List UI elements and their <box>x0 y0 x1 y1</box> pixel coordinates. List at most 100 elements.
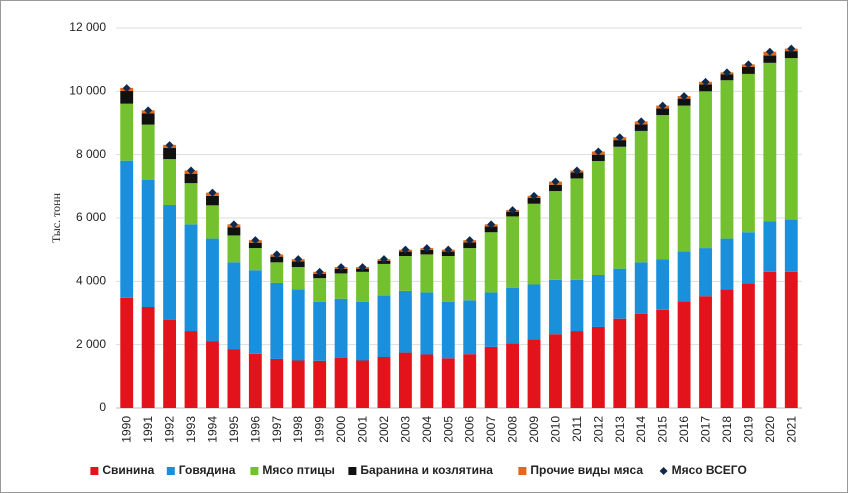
bar-segment <box>184 183 198 225</box>
total-marker <box>615 133 624 142</box>
bar-segment <box>163 148 177 160</box>
legend-label: Мясо птицы <box>262 463 334 477</box>
y-tick-label: 10 000 <box>69 84 106 98</box>
bar-segment <box>656 309 670 408</box>
bar-segment <box>227 349 241 408</box>
bar-segment <box>227 262 241 350</box>
x-tick-label: 2011 <box>570 416 584 442</box>
bar-segment <box>591 154 605 161</box>
legend-label: Баранина и козлятина <box>360 463 493 477</box>
bar-segment <box>141 124 155 180</box>
x-tick-label: 2005 <box>441 416 455 443</box>
bar-segment <box>398 251 412 256</box>
total-marker <box>165 141 174 150</box>
total-marker <box>594 147 603 156</box>
bar-segment <box>270 358 284 408</box>
total-marker <box>572 166 581 175</box>
x-tick-label: 1992 <box>163 416 177 443</box>
x-tick-label: 1998 <box>291 416 305 443</box>
bar-segment <box>441 358 455 408</box>
bar-segment <box>763 55 777 63</box>
bar-segment <box>741 232 755 284</box>
bar-segment <box>120 91 134 104</box>
bar-segment <box>227 227 241 236</box>
bar-segment <box>291 360 305 408</box>
bar-segment <box>741 283 755 408</box>
bar-segment <box>549 184 562 192</box>
bar-segment <box>549 279 562 335</box>
bar-segment <box>527 339 541 408</box>
bar-segment <box>527 203 541 285</box>
bar-segment <box>270 282 284 359</box>
bar-segment <box>506 287 520 344</box>
y-axis-label: Тыс. тонн <box>49 192 63 243</box>
total-marker <box>722 68 731 77</box>
bar-segment <box>420 354 434 408</box>
bar-segment <box>291 267 305 290</box>
x-tick-label: 2016 <box>677 416 691 443</box>
bar-segment <box>248 242 262 249</box>
bar-segment <box>163 159 177 206</box>
bar-segment <box>141 306 155 408</box>
legend-label: Говядина <box>179 463 236 477</box>
bar-segment <box>206 205 219 239</box>
total-marker <box>487 220 496 229</box>
bar-segment <box>699 84 712 92</box>
x-tick-label: 2008 <box>506 416 520 443</box>
bar-segment <box>270 256 284 263</box>
x-tick-label: 2009 <box>527 416 541 443</box>
bar-segment <box>613 140 627 147</box>
bar-segment <box>270 262 284 283</box>
bar-segment <box>591 326 605 408</box>
bar-segment <box>720 74 734 81</box>
bar-segment <box>334 273 348 299</box>
total-marker <box>701 77 710 86</box>
bar-segment <box>227 235 241 263</box>
x-tick-label: 2021 <box>784 416 798 443</box>
x-tick-label: 2020 <box>763 416 777 443</box>
y-tick-label: 2 000 <box>76 337 106 351</box>
bar-segment <box>206 341 219 408</box>
x-tick-label: 1997 <box>270 416 284 443</box>
total-marker <box>465 236 474 245</box>
bar-segment <box>613 268 627 319</box>
bar-segment <box>291 261 305 268</box>
bar-segment <box>699 248 712 297</box>
total-marker <box>765 47 774 56</box>
bar-segment <box>398 290 412 353</box>
bar-segment <box>763 221 777 272</box>
bar-segment <box>484 346 498 408</box>
legend-label: Мясо ВСЕГО <box>672 463 747 477</box>
x-tick-label: 2013 <box>613 416 627 443</box>
x-tick-label: 2010 <box>548 416 562 443</box>
y-tick-label: 0 <box>99 400 106 414</box>
bar-segment <box>720 289 734 408</box>
bar-segment <box>613 146 627 269</box>
bar-segment <box>656 259 670 310</box>
total-marker <box>551 177 560 186</box>
bar-segment <box>570 178 584 280</box>
total-marker <box>272 250 281 259</box>
bar-segment <box>784 219 798 272</box>
bar-segment <box>313 301 327 361</box>
x-tick-label: 2017 <box>699 416 713 443</box>
bar-segment <box>398 256 412 291</box>
bar-segment <box>549 334 562 408</box>
total-marker <box>508 206 517 215</box>
legend-swatch <box>659 467 668 475</box>
total-marker <box>787 44 796 53</box>
bar-segment <box>741 73 755 233</box>
bar-segment <box>763 271 777 408</box>
x-tick-label: 2019 <box>741 416 755 443</box>
x-tick-label: 2014 <box>634 416 648 443</box>
bar-segment <box>206 195 219 206</box>
bar-segment <box>763 62 777 222</box>
bar-segment <box>570 172 584 179</box>
bar-segment <box>141 180 155 307</box>
bar-segment <box>677 251 691 302</box>
bar-segment <box>634 313 648 408</box>
x-tick-label: 2007 <box>484 416 498 443</box>
bar-segment <box>356 301 369 361</box>
bar-segment <box>248 353 262 408</box>
bar-segment <box>441 251 455 256</box>
